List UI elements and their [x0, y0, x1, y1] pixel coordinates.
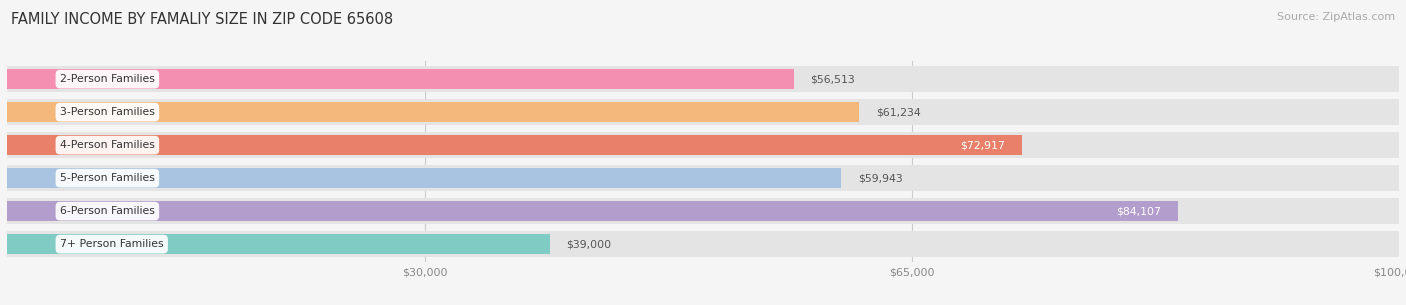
Text: 7+ Person Families: 7+ Person Families [60, 239, 163, 249]
Bar [7, 198, 1399, 224]
Bar [7, 165, 1399, 191]
Bar [7, 102, 859, 122]
Bar [7, 201, 1178, 221]
Bar [7, 135, 1022, 155]
Bar [7, 66, 1399, 92]
Text: $56,513: $56,513 [810, 74, 855, 84]
Text: Source: ZipAtlas.com: Source: ZipAtlas.com [1277, 12, 1395, 22]
Bar [7, 69, 793, 89]
Bar [7, 231, 1399, 257]
Text: $61,234: $61,234 [876, 107, 921, 117]
Text: FAMILY INCOME BY FAMALIY SIZE IN ZIP CODE 65608: FAMILY INCOME BY FAMALIY SIZE IN ZIP COD… [11, 12, 394, 27]
Text: $39,000: $39,000 [567, 239, 612, 249]
Bar [7, 132, 1399, 158]
Bar [7, 234, 550, 254]
Text: 6-Person Families: 6-Person Families [60, 206, 155, 216]
Text: $72,917: $72,917 [960, 140, 1005, 150]
Text: 5-Person Families: 5-Person Families [60, 173, 155, 183]
Text: $59,943: $59,943 [858, 173, 903, 183]
Bar [7, 99, 1399, 125]
Text: 3-Person Families: 3-Person Families [60, 107, 155, 117]
Text: 2-Person Families: 2-Person Families [60, 74, 155, 84]
Bar [7, 168, 841, 188]
Text: 4-Person Families: 4-Person Families [60, 140, 155, 150]
Text: $84,107: $84,107 [1116, 206, 1161, 216]
